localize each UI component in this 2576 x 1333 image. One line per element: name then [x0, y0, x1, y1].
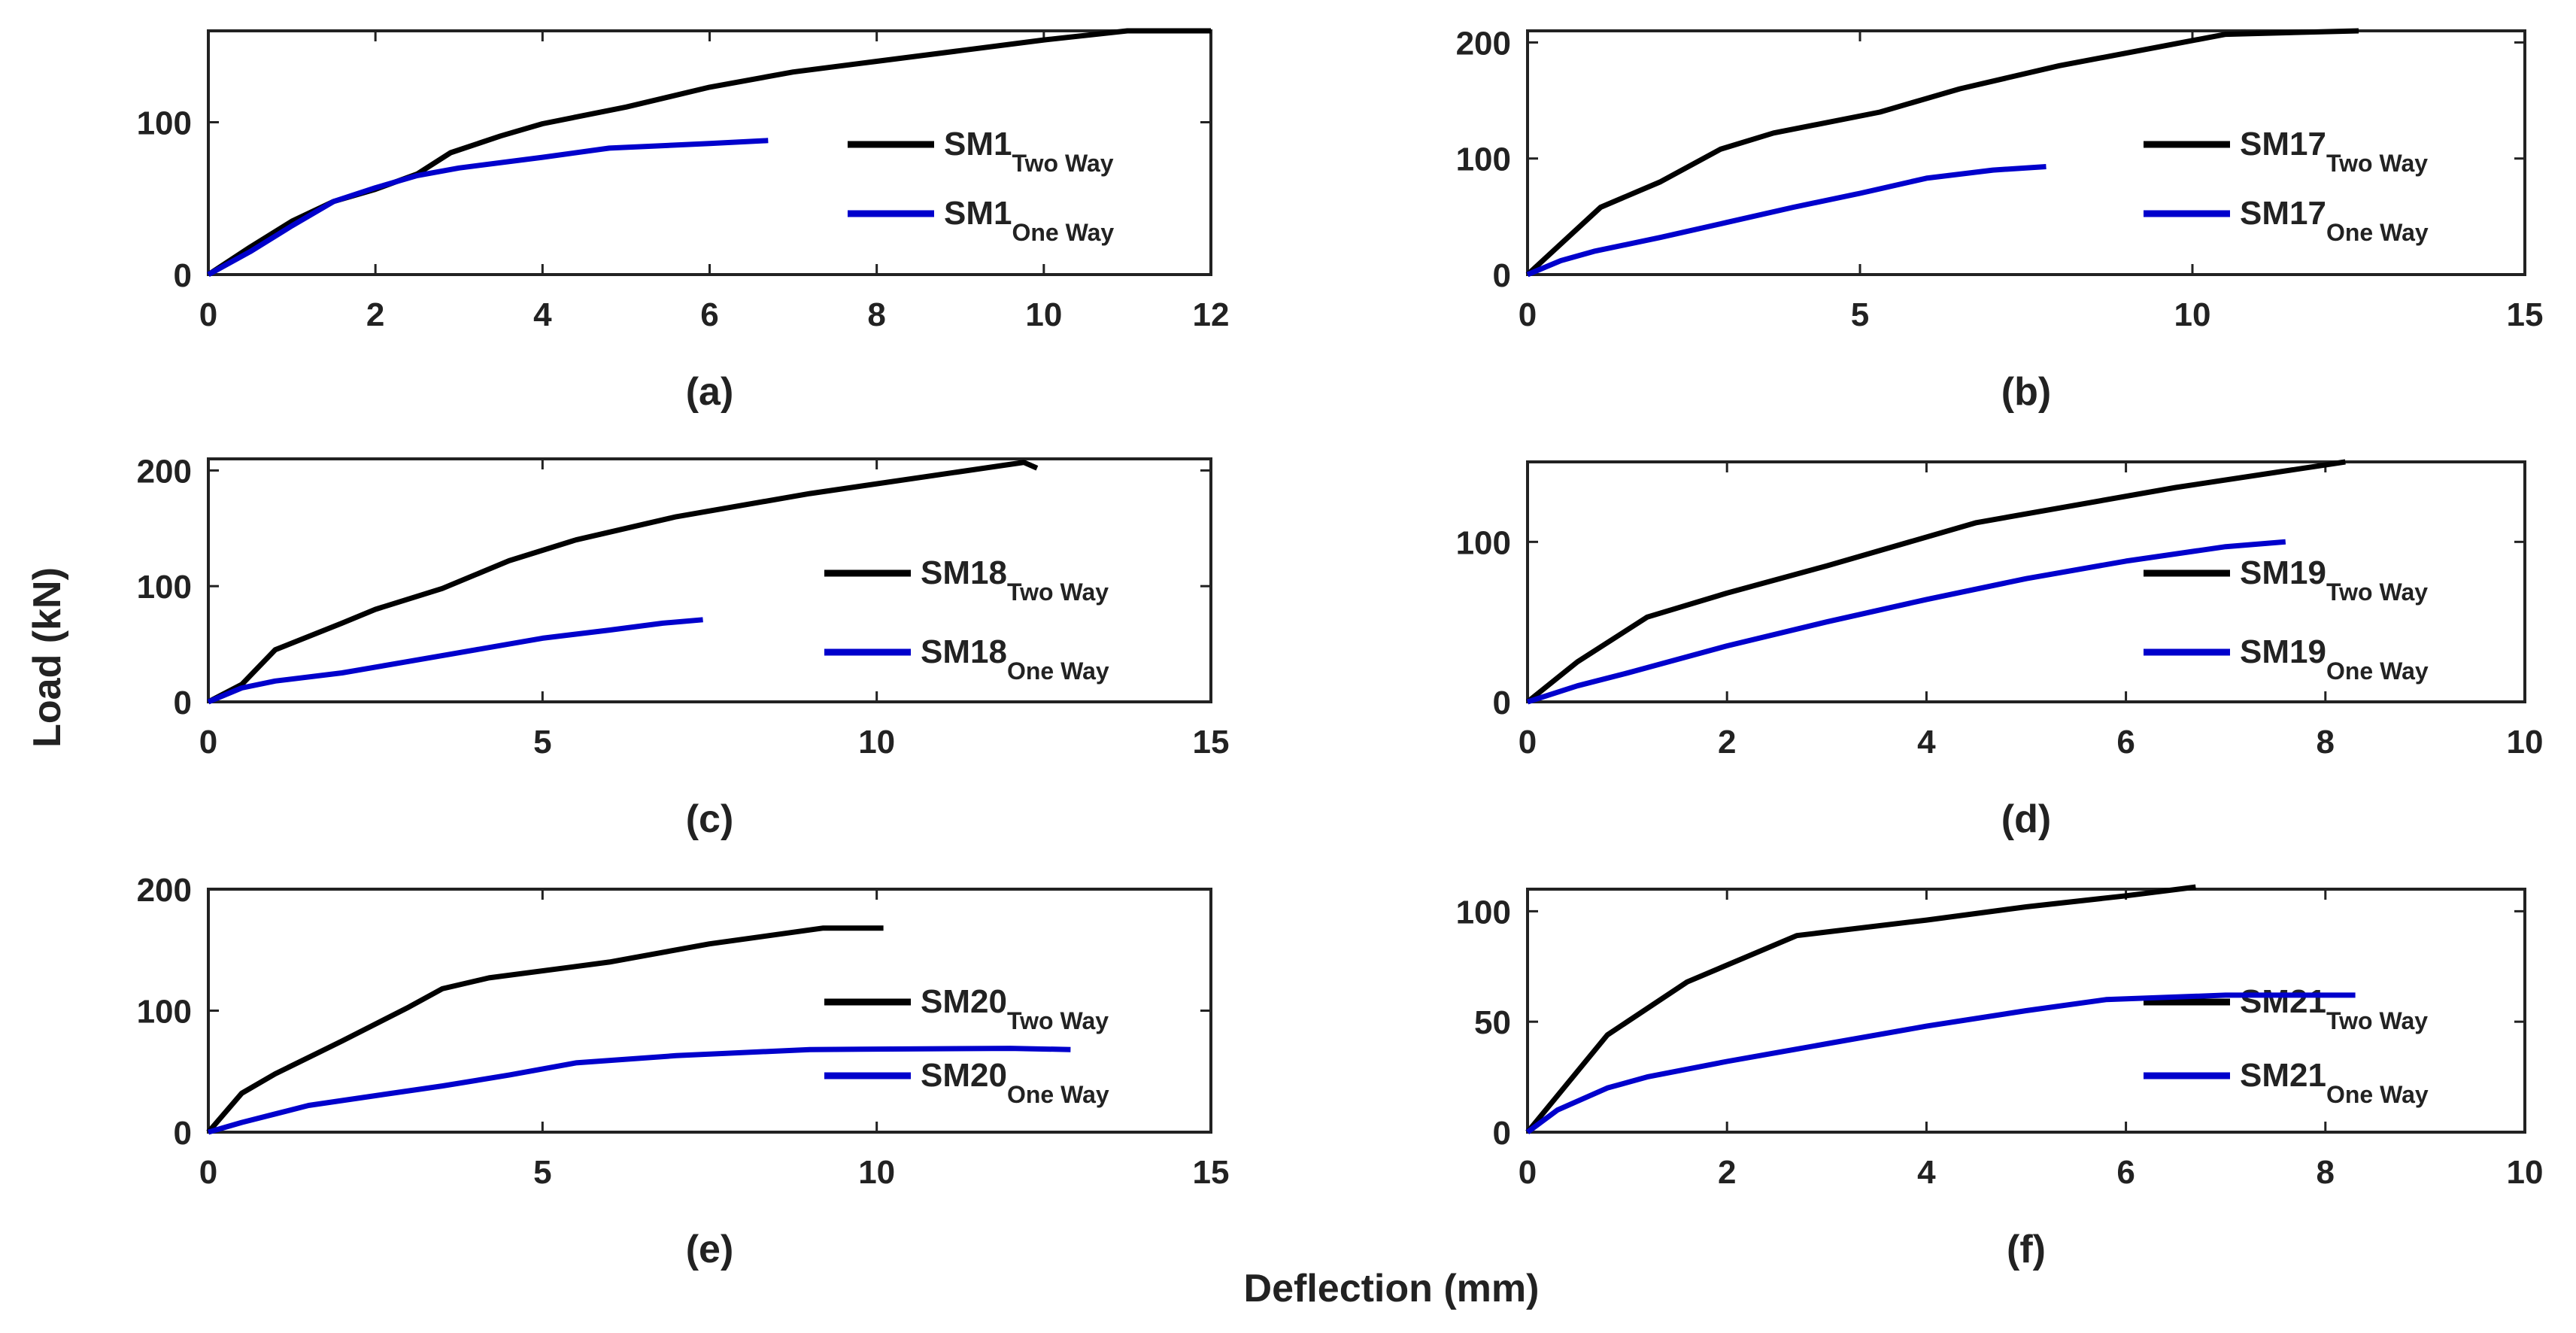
x-tick-label: 15: [2507, 296, 2544, 333]
series-line-two-way: [206, 925, 884, 1134]
x-tick-label: 4: [533, 296, 552, 333]
axes-box: [1526, 888, 2526, 1134]
legend-entry: SM17Two Way: [2240, 126, 2428, 177]
y-tick-label: 100: [1456, 524, 1511, 561]
x-tick-label: 15: [1193, 724, 1230, 761]
x-tick-label: 4: [1917, 1154, 1936, 1191]
series-line-one-way: [208, 1046, 1071, 1135]
x-tick-label: 10: [2174, 296, 2211, 333]
y-tick-label: 0: [174, 257, 192, 294]
series-line-two-way: [1525, 28, 2359, 277]
series-line-two-way: [1525, 884, 2196, 1134]
y-axis-label: Load (kN): [26, 567, 69, 748]
x-tick-label: 5: [533, 1154, 551, 1191]
legend-entry: SM17One Way: [2240, 195, 2429, 246]
x-tick-label: 15: [1193, 1154, 1230, 1191]
y-tick-label: 200: [137, 872, 192, 909]
x-tick-label: 0: [199, 724, 217, 761]
x-axis-label: Deflection (mm): [1244, 1267, 1540, 1310]
y-tick-label: 0: [1493, 1115, 1511, 1152]
subplot-caption: (f): [2007, 1228, 2046, 1271]
y-tick-label: 0: [1493, 685, 1511, 721]
series-line-one-way: [207, 138, 769, 278]
subplot-caption: (c): [686, 797, 734, 841]
y-tick-label: 100: [1456, 141, 1511, 178]
axes-box: [1526, 29, 2526, 276]
legend-entry: SM1Two Way: [944, 126, 1114, 177]
x-tick-label: 5: [533, 724, 551, 761]
y-tick-label: 50: [1474, 1004, 1511, 1041]
x-tick-label: 2: [366, 296, 384, 333]
x-tick-label: 10: [858, 724, 895, 761]
x-tick-label: 0: [1519, 296, 1537, 333]
y-tick-label: 0: [174, 685, 192, 721]
y-tick-label: 100: [1456, 894, 1511, 931]
x-tick-label: 8: [2317, 724, 2335, 761]
series-line-one-way: [1526, 539, 2286, 705]
legend-entry: SM19Two Way: [2240, 554, 2428, 606]
legend-entry: SM20Two Way: [921, 983, 1109, 1034]
subplot-caption: (a): [686, 370, 734, 414]
x-tick-label: 10: [1025, 296, 1062, 333]
series-line-two-way: [1525, 459, 2346, 704]
x-tick-label: 10: [858, 1154, 895, 1191]
y-tick-label: 100: [137, 569, 192, 606]
legend-entry: SM20One Way: [921, 1057, 1109, 1108]
x-tick-label: 0: [199, 296, 217, 333]
x-tick-label: 10: [2507, 724, 2544, 761]
legend-entry: SM21One Way: [2240, 1057, 2429, 1108]
subplot-caption: (e): [686, 1228, 734, 1271]
y-tick-label: 200: [1456, 25, 1511, 62]
x-tick-label: 6: [700, 296, 718, 333]
subplot-e: 0 5 10 15 0 100 200 SM20Two Way SM20One Way (e): [137, 872, 1230, 1271]
y-tick-label: 100: [137, 994, 192, 1031]
x-tick-label: 0: [1519, 724, 1537, 761]
y-tick-label: 0: [1493, 257, 1511, 294]
subplot-a: 0 2 4 6 8 10 12 0 100 SM1Two Way SM1One Way (a): [137, 28, 1230, 414]
x-tick-label: 6: [2116, 724, 2135, 761]
x-tick-label: 12: [1193, 296, 1230, 333]
axes-box: [1526, 460, 2526, 703]
y-tick-label: 100: [137, 105, 192, 142]
subplot-caption: (b): [2001, 370, 2051, 414]
y-tick-label: 0: [174, 1115, 192, 1152]
x-tick-label: 0: [199, 1154, 217, 1191]
x-tick-label: 5: [1851, 296, 1869, 333]
subplot-c: 0 5 10 15 0 100 200 SM18Two Way SM18One Way (c): [137, 453, 1230, 841]
x-tick-label: 8: [867, 296, 885, 333]
x-tick-label: 6: [2116, 1154, 2135, 1191]
y-tick-label: 200: [137, 453, 192, 490]
legend-entry: SM19One Way: [2240, 633, 2429, 685]
series-line-one-way: [1525, 992, 2356, 1134]
legend-entry: SM1One Way: [944, 195, 1114, 246]
legend-entry: SM18One Way: [921, 633, 1109, 685]
subplot-b: 0 5 10 15 0 100 200 SM17Two Way SM17One Way (b): [1456, 25, 2544, 414]
legend-entry: SM18Two Way: [921, 554, 1109, 606]
x-tick-label: 2: [1718, 724, 1736, 761]
x-tick-label: 0: [1519, 1154, 1537, 1191]
series-line-one-way: [207, 617, 703, 705]
x-tick-label: 4: [1917, 724, 1936, 761]
axes-box: [207, 457, 1212, 703]
x-tick-label: 8: [2317, 1154, 2335, 1191]
series-line-two-way: [207, 460, 1039, 705]
subplot-caption: (d): [2001, 797, 2051, 841]
series-line-one-way: [1526, 164, 2047, 278]
x-tick-label: 2: [1718, 1154, 1736, 1191]
x-tick-label: 10: [2507, 1154, 2544, 1191]
legend-entry: SM21Two Way: [2240, 983, 2428, 1034]
